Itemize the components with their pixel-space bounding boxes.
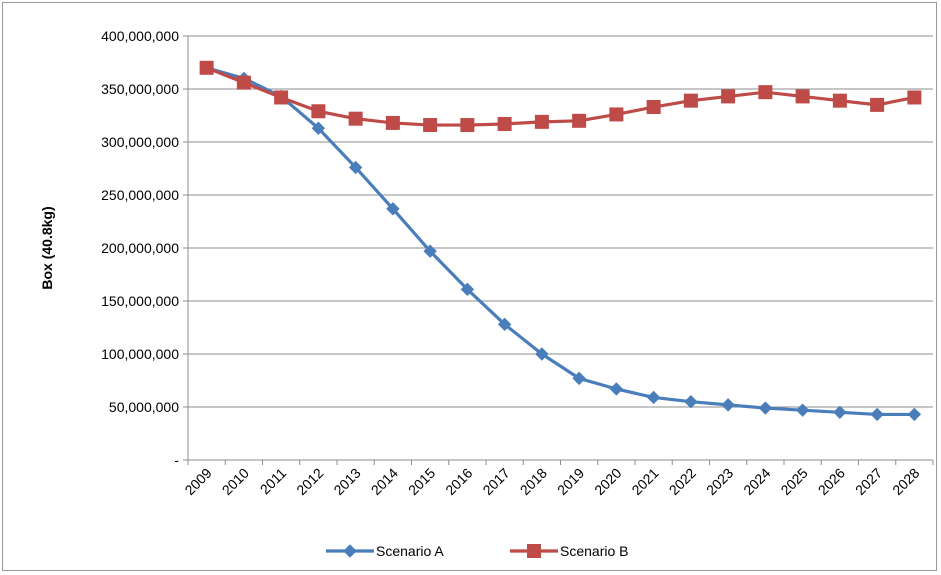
data-point [236,75,251,90]
data-point [609,107,624,122]
x-tick-label: 2024 [740,465,773,498]
y-tick-label: - [174,452,179,468]
x-tick-label: 2011 [257,465,290,498]
data-point [534,114,549,129]
data-point [684,394,698,409]
data-point [795,403,810,417]
y-tick-label: 400,000,000 [101,28,179,44]
data-point [795,89,810,104]
y-tick-label: 350,000,000 [101,81,179,97]
y-tick-label: 150,000,000 [101,293,179,309]
data-point [274,90,289,105]
data-point [870,407,884,422]
square-marker-icon [527,544,541,558]
data-point [907,90,922,105]
data-point [758,401,773,415]
data-point [386,202,400,216]
data-point [460,282,475,297]
diamond-marker-icon [343,544,357,558]
data-point [311,104,326,119]
data-point [311,121,326,135]
data-point [646,390,661,405]
data-point [572,371,586,386]
data-point [721,398,735,412]
y-tick-label: 50,000,000 [109,399,179,415]
x-tick-label: 2022 [666,465,699,498]
data-point [833,405,847,420]
data-point [907,407,922,422]
x-tick-label: 2028 [889,465,922,498]
x-tick-label: 2021 [628,465,661,498]
x-tick-label: 2026 [815,465,848,498]
legend-item: Scenario B [510,543,628,559]
data-point [497,317,512,332]
legend-label: Scenario B [560,543,628,559]
y-tick-labels: - 50,000,000 100,000,000 150,000,000 200,000… [101,28,179,468]
x-tick-label: 2025 [777,465,810,498]
series-a [199,61,922,422]
y-tick-label: 200,000,000 [101,240,179,256]
data-point [460,118,475,133]
x-tick-label: 2013 [330,465,363,498]
x-tick-label: 2015 [405,465,438,498]
data-point [423,244,437,258]
data-point [385,115,400,130]
x-tick-label: 2020 [591,465,624,498]
legend-item: Scenario A [326,543,444,559]
data-point [683,93,698,108]
x-tick-label: 2016 [442,465,475,498]
series-b [199,60,922,133]
y-axis-label: Box (40.8kg) [39,206,55,289]
legend-label: Scenario A [376,543,444,559]
y-tick-label: 100,000,000 [101,346,179,362]
data-point [497,116,512,131]
series-layer [199,60,922,422]
x-tick-label: 2010 [219,465,252,498]
x-tick-label: 2019 [554,465,587,498]
data-point [609,382,624,396]
x-tick-label: 2014 [368,465,401,498]
data-point [348,111,363,126]
data-point [348,160,363,175]
x-tick-labels: 2009 2010 2011 2012 2013 2014 2015 2016 2017 2018… [181,465,922,498]
data-point [423,118,438,133]
data-point [832,93,847,108]
data-point [199,60,214,75]
x-tick-label: 2023 [703,465,736,498]
x-tick-label: 2012 [293,465,326,498]
y-tick-label: 250,000,000 [101,187,179,203]
legend: Scenario A Scenario B [326,543,628,559]
data-point [870,97,885,112]
x-tick-label: 2009 [181,465,214,498]
data-point [758,85,773,100]
data-point [721,89,736,104]
data-point [572,113,587,128]
x-tick-label: 2017 [479,465,512,498]
data-point [646,100,661,115]
data-point [535,347,549,361]
x-tick-label: 2018 [517,465,550,498]
axes [183,35,934,465]
y-tick-label: 300,000,000 [101,134,179,150]
x-tick-label: 2027 [852,465,885,498]
gridlines [188,35,933,408]
